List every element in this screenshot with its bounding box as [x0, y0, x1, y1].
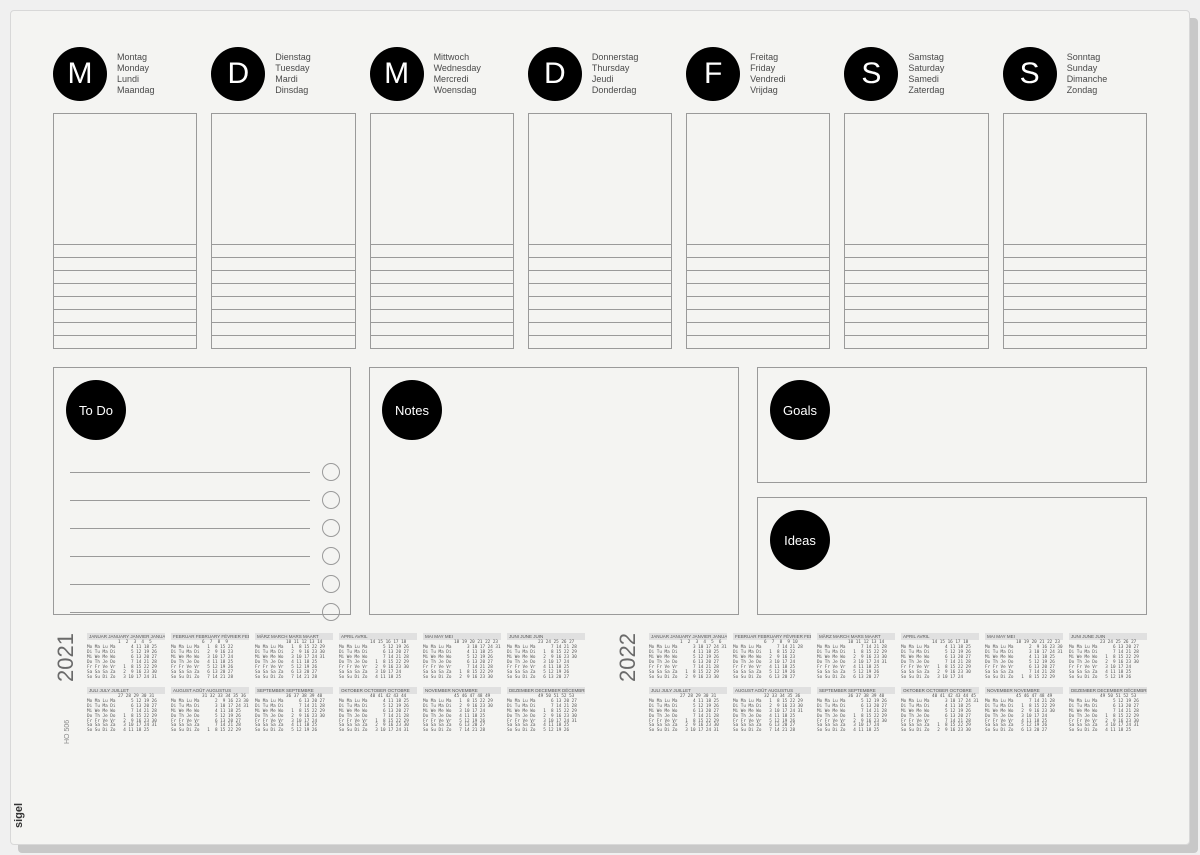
day-names-list: DienstagTuesdayMardiDinsdag — [275, 52, 311, 97]
checkbox-circle — [322, 575, 340, 593]
month-cell: DEZEMBER DECEMBER DÉCEMBRE 49 50 51 52 5… — [1069, 687, 1147, 735]
checkbox-circle — [322, 603, 340, 621]
day-box-6 — [1003, 113, 1147, 349]
day-letter-circle: S — [844, 47, 898, 101]
year-label: 2022 — [615, 633, 641, 686]
month-cell: MÄRZ MARCH MARS MAART 10 11 12 13 14 Mo … — [817, 633, 895, 681]
day-letter-circle: S — [1003, 47, 1057, 101]
day-names-list: SamstagSaturdaySamediZaterdag — [908, 52, 944, 97]
day-box-1 — [211, 113, 355, 349]
checkbox-circle — [322, 463, 340, 481]
day-head-2: MMittwochWednesdayMercrediWoensdag — [370, 47, 514, 101]
month-cell: JULI JULY JUILLET 27 28 29 30 31 Mo Ma L… — [649, 687, 727, 735]
todo-lines — [64, 458, 340, 626]
month-cell: NOVEMBER NOVEMBRE 45 46 47 48 49 Mo Ma L… — [423, 687, 501, 735]
month-cell: NOVEMBER NOVEMBRE 45 46 47 48 49 Mo Ma L… — [985, 687, 1063, 735]
day-box-2 — [370, 113, 514, 349]
day-box-0 — [53, 113, 197, 349]
todo-badge: To Do — [66, 380, 126, 440]
day-box-3 — [528, 113, 672, 349]
day-names-list: DonnerstagThursdayJeudiDonderdag — [592, 52, 639, 97]
day-head-0: M MontagMondayLundiMaandag — [53, 47, 197, 101]
month-cell: FEBRUAR FEBRUARY FÉVRIER FEBRUARI 6 7 8 … — [171, 633, 249, 681]
goals-ideas-column: Goals Ideas — [757, 367, 1147, 615]
day-head-6: SSonntagSundayDimancheZondag — [1003, 47, 1147, 101]
month-cell: JUNI JUNE JUIN 23 24 25 26 27 Mo Ma Lu M… — [507, 633, 585, 681]
ideas-badge: Ideas — [770, 510, 830, 570]
month-cell: JANUAR JANUARY JANVIER JANUARI 1 2 3 4 5… — [649, 633, 727, 681]
goals-section: Goals — [757, 367, 1147, 483]
days-boxes-row — [53, 113, 1147, 349]
todo-section: To Do — [53, 367, 351, 615]
month-cell: MÄRZ MARCH MARS MAART 10 11 12 13 14 Mo … — [255, 633, 333, 681]
notes-badge: Notes — [382, 380, 442, 440]
months-grid: JANUAR JANUARY JANVIER JANUARI 1 2 3 4 5… — [87, 633, 585, 734]
checkbox-circle — [322, 547, 340, 565]
day-names-list: MontagMondayLundiMaandag — [117, 52, 155, 97]
brand-label: sigel — [13, 803, 25, 828]
checkbox-circle — [322, 519, 340, 537]
month-cell: JUNI JUNE JUIN 23 24 25 26 27 Mo Ma Lu M… — [1069, 633, 1147, 681]
mid-sections-row: To Do Notes Goals Ideas — [53, 367, 1147, 615]
day-letter-circle: M — [370, 47, 424, 101]
month-cell: SEPTEMBER SEPTEMBRE 36 37 38 39 40 Mo Ma… — [255, 687, 333, 735]
todo-item — [70, 458, 340, 486]
day-names-list: SonntagSundayDimancheZondag — [1067, 52, 1108, 97]
notes-section: Notes — [369, 367, 739, 615]
goals-badge: Goals — [770, 380, 830, 440]
day-head-3: DDonnerstagThursdayJeudiDonderdag — [528, 47, 672, 101]
day-names-list: MittwochWednesdayMercrediWoensdag — [434, 52, 481, 97]
day-letter-circle: D — [528, 47, 582, 101]
year-block-2021: 2021 JANUAR JANUARY JANVIER JANUARI 1 2 3… — [53, 633, 585, 734]
months-grid: JANUAR JANUARY JANVIER JANUARI 1 2 3 4 5… — [649, 633, 1147, 734]
month-cell: AUGUST AOÛT AUGUSTUS 32 33 34 35 36 Mo M… — [733, 687, 811, 735]
month-cell: MAI MAY MEI 18 19 20 21 22 23 Mo Ma Lu M… — [985, 633, 1063, 681]
day-head-4: F FreitagFridayVendrediVrijdag — [686, 47, 830, 101]
day-letter-circle: F — [686, 47, 740, 101]
todo-item — [70, 514, 340, 542]
todo-item — [70, 486, 340, 514]
month-cell: JULI JULY JUILLET 27 28 29 30 31 Mo Ma L… — [87, 687, 165, 735]
month-cell: SEPTEMBER SEPTEMBRE 36 37 38 39 40 Mo Ma… — [817, 687, 895, 735]
todo-item — [70, 598, 340, 626]
checkbox-circle — [322, 491, 340, 509]
day-head-1: D DienstagTuesdayMardiDinsdag — [211, 47, 355, 101]
day-letter-circle: M — [53, 47, 107, 101]
calendar-strip: 2021 JANUAR JANUARY JANVIER JANUARI 1 2 3… — [53, 633, 1147, 803]
month-cell: OKTOBER OCTOBER OCTOBRE 40 41 42 43 44 M… — [339, 687, 417, 735]
days-header-row: M MontagMondayLundiMaandag D DienstagTuesda… — [53, 47, 1147, 101]
todo-item — [70, 570, 340, 598]
month-cell: AUGUST AOÛT AUGUSTUS 31 32 33 34 35 36 M… — [171, 687, 249, 735]
month-cell: APRIL AVRIL 14 15 16 17 18 Mo Ma Lu Ma 4… — [901, 633, 979, 681]
year-block-2022: 2022 JANUAR JANUARY JANVIER JANUARI 1 2 3… — [615, 633, 1147, 734]
ideas-section: Ideas — [757, 497, 1147, 615]
month-cell: OKTOBER OCTOBER OCTOBRE 40 41 42 43 44 4… — [901, 687, 979, 735]
desk-pad: sigel HO 506 MMontagMondayLundiMaandagDD… — [10, 10, 1190, 845]
todo-item — [70, 542, 340, 570]
month-cell: JANUAR JANUARY JANVIER JANUARI 1 2 3 4 5… — [87, 633, 165, 681]
month-cell: APRIL AVRIL 14 15 16 17 18 Mo Ma Lu Ma 5… — [339, 633, 417, 681]
day-head-5: S SamstagSaturdaySamediZaterdag — [844, 47, 988, 101]
month-cell: MAI MAY MEI 18 19 20 21 22 23 Mo Ma Lu M… — [423, 633, 501, 681]
day-letter-circle: D — [211, 47, 265, 101]
day-box-5 — [844, 113, 988, 349]
year-label: 2021 — [53, 633, 79, 686]
month-cell: DEZEMBER DECEMBER DÉCEMBRE 49 50 51 52 5… — [507, 687, 585, 735]
day-names-list: FreitagFridayVendrediVrijdag — [750, 52, 786, 97]
day-box-4 — [686, 113, 830, 349]
month-cell: FEBRUAR FEBRUARY FÉVRIER FEBRUARI 6 7 8 … — [733, 633, 811, 681]
